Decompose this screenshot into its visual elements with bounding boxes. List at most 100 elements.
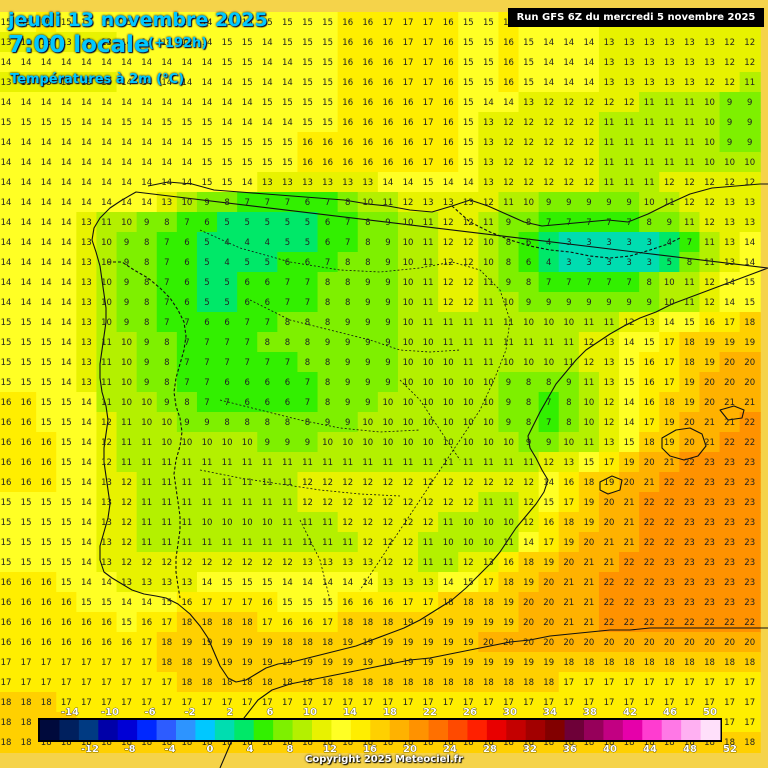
temperature-cell — [297, 252, 319, 273]
temperature-cell — [317, 612, 339, 633]
temperature-cell — [377, 572, 399, 593]
temperature-cell — [56, 232, 78, 253]
temperature-cell — [639, 492, 661, 513]
temperature-value: 10 — [423, 358, 434, 368]
temperature-cell — [237, 392, 259, 413]
temperature-value: 12 — [443, 298, 454, 308]
temperature-cell — [397, 72, 420, 93]
temperature-cell — [0, 352, 18, 373]
temperature-value: 15 — [624, 378, 635, 388]
temperature-value: 15 — [1, 518, 12, 528]
temperature-value: 12 — [403, 538, 414, 548]
temperature-cell — [0, 492, 18, 513]
temperature-value: 13 — [463, 198, 474, 208]
temperature-value: 10 — [242, 438, 253, 448]
legend-tick-upper: -6 — [144, 707, 155, 718]
temperature-cell — [518, 612, 540, 633]
temperature-value: 7 — [265, 358, 270, 368]
temperature-value: 16 — [443, 158, 454, 168]
temperature-cell — [598, 272, 621, 293]
temperature-cell — [478, 112, 500, 133]
temperature-value: 12 — [483, 198, 494, 208]
temperature-cell — [196, 332, 219, 353]
temperature-value: 17 — [141, 658, 152, 668]
temperature-value: 18 — [644, 438, 655, 448]
temperature-value: 9 — [325, 418, 330, 428]
legend-tick-upper: -14 — [61, 707, 79, 718]
temperature-value: 20 — [744, 378, 755, 388]
temperature-cell — [36, 692, 58, 713]
temperature-value: 22 — [664, 518, 675, 528]
temperature-cell — [377, 192, 399, 213]
temperature-value: 18 — [604, 658, 615, 668]
temperature-value: 11 — [202, 478, 213, 488]
temperature-cell — [317, 392, 339, 413]
temperature-cell — [699, 372, 721, 393]
temperature-cell — [699, 292, 721, 313]
temperature-cell — [719, 432, 741, 453]
temperature-value: 12 — [704, 298, 715, 308]
temperature-cell — [558, 632, 580, 653]
temperature-value: 19 — [684, 398, 695, 408]
temperature-cell — [257, 632, 279, 653]
temperature-cell — [196, 212, 219, 233]
temperature-value: 18 — [624, 738, 635, 748]
temperature-value: 9 — [385, 278, 390, 288]
temperature-cell — [418, 452, 440, 473]
temperature-value: 11 — [121, 458, 132, 468]
temperature-cell — [739, 192, 761, 213]
temperature-cell — [196, 312, 219, 333]
temperature-cell — [277, 172, 299, 193]
temperature-value: 19 — [443, 638, 454, 648]
temperature-value: 22 — [624, 558, 635, 568]
temperature-value: 15 — [282, 38, 293, 48]
temperature-value: 17 — [342, 698, 353, 708]
temperature-value: 18 — [41, 698, 52, 708]
temperature-cell — [337, 652, 359, 673]
temperature-cell — [418, 172, 440, 193]
temperature-cell — [136, 592, 158, 613]
temperature-value: 16 — [121, 638, 132, 648]
temperature-value: 14 — [81, 498, 92, 508]
temperature-value: 10 — [403, 238, 414, 248]
temperature-cell — [257, 292, 279, 313]
temperature-value: 19 — [403, 658, 414, 668]
temperature-value: 9 — [144, 358, 149, 368]
temperature-value: 15 — [81, 598, 92, 608]
temperature-cell — [679, 492, 701, 513]
temperature-cell — [277, 632, 299, 653]
temperature-cell — [357, 592, 379, 613]
temperature-value: 11 — [684, 138, 695, 148]
temperature-value: 21 — [704, 438, 715, 448]
temperature-cell — [478, 652, 500, 673]
temperature-value: 22 — [604, 598, 615, 608]
temperature-value: 15 — [202, 118, 213, 128]
legend-swatch — [681, 720, 702, 740]
temperature-value: 4 — [224, 238, 229, 248]
temperature-value: 18 — [181, 678, 192, 688]
temperature-value: 15 — [463, 98, 474, 108]
temperature-value: 15 — [61, 518, 72, 528]
temperature-value: 9 — [365, 378, 370, 388]
temperature-cell — [719, 532, 741, 553]
temperature-cell — [639, 332, 661, 353]
temperature-cell — [136, 632, 158, 653]
legend-tick-lower: -12 — [81, 744, 99, 755]
temperature-cell — [478, 452, 500, 473]
temperature-value: 10 — [423, 338, 434, 348]
temperature-cell — [578, 292, 600, 313]
temperature-value: 12 — [503, 138, 514, 148]
temperature-value: 10 — [704, 158, 715, 168]
temperature-value: 14 — [61, 338, 72, 348]
temperature-value: 20 — [563, 558, 574, 568]
temperature-value: 11 — [463, 358, 474, 368]
temperature-cell — [659, 32, 681, 53]
temperature-cell — [418, 52, 440, 73]
temperature-value: 9 — [164, 398, 169, 408]
temperature-value: 10 — [443, 398, 454, 408]
temperature-value: 10 — [704, 118, 715, 128]
temperature-value: 12 — [583, 178, 594, 188]
temperature-value: 10 — [101, 258, 112, 268]
temperature-value: 14 — [81, 118, 92, 128]
temperature-cell — [136, 92, 158, 113]
